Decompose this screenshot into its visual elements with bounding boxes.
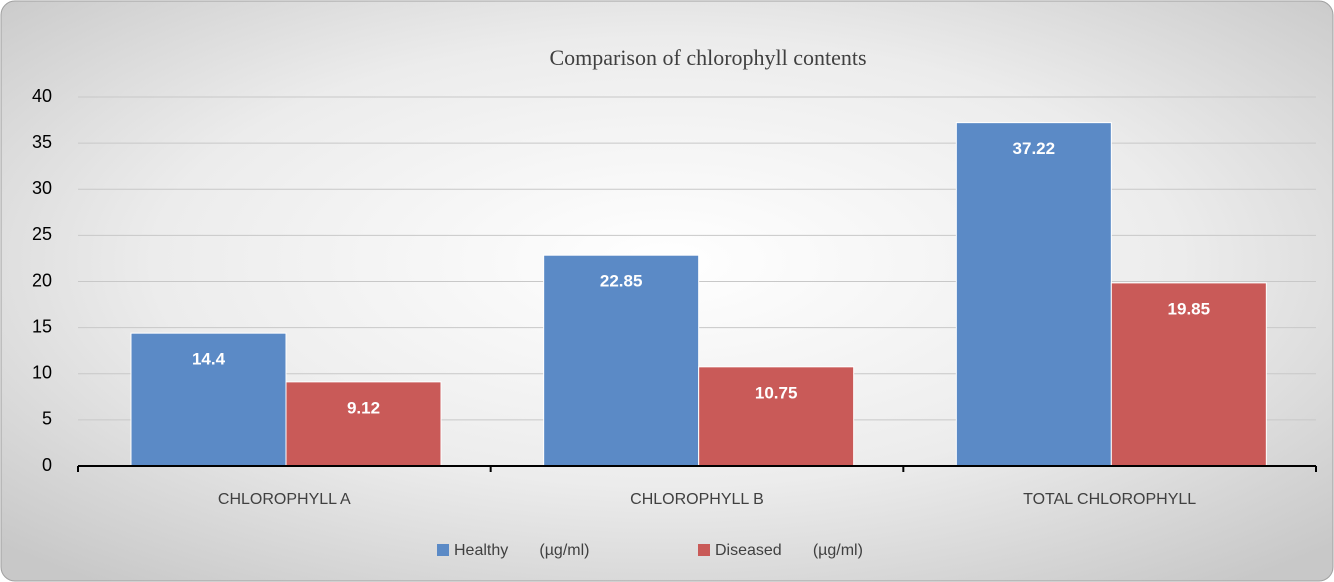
bar: [1110, 282, 1267, 467]
bar: [543, 254, 700, 467]
y-tick-label: 30: [32, 178, 52, 198]
y-tick-label: 10: [32, 363, 52, 383]
x-tick-label: CHLOROPHYLL B: [630, 491, 764, 508]
data-label: 10.75: [755, 383, 798, 402]
data-label: 14.4: [192, 350, 226, 369]
legend-swatch: [698, 544, 710, 556]
legend-label: Healthy (µg/ml): [454, 542, 589, 559]
y-tick-label: 25: [32, 224, 52, 244]
data-label: 19.85: [1168, 299, 1211, 318]
y-tick-label: 35: [32, 132, 52, 152]
x-tick-label: CHLOROPHYLL A: [218, 491, 351, 508]
bar: [285, 381, 442, 467]
chart-title: Comparison of chlorophyll contents: [549, 45, 866, 70]
y-tick-label: 0: [42, 455, 52, 475]
y-tick-label: 20: [32, 270, 52, 290]
legend-label: Diseased (µg/ml): [715, 542, 863, 559]
data-label: 37.22: [1013, 139, 1056, 158]
x-tick-label: TOTAL CHLOROPHYLL: [1023, 491, 1196, 508]
legend-swatch: [437, 544, 449, 556]
y-tick-label: 5: [42, 409, 52, 429]
y-tick-label: 40: [32, 86, 52, 106]
y-tick-label: 15: [32, 316, 52, 336]
data-label: 22.85: [600, 272, 643, 291]
data-label: 9.12: [347, 398, 380, 417]
bar: [130, 332, 287, 467]
bar: [955, 122, 1112, 467]
bar: [698, 366, 855, 467]
